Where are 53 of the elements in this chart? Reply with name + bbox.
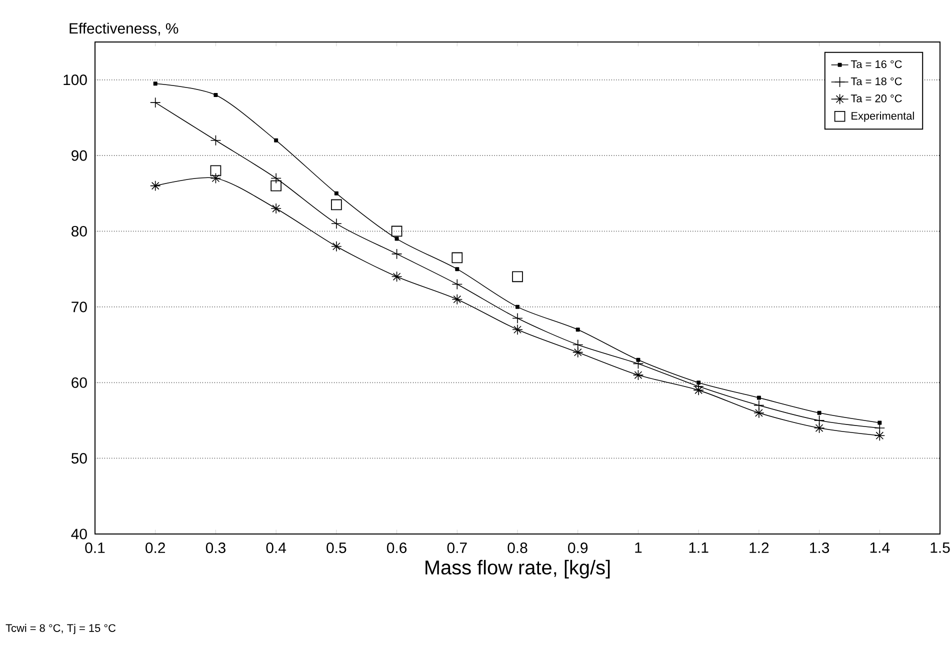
x-tick-label: 0.5 — [326, 542, 346, 554]
y-tick-label: 100 — [64, 74, 87, 86]
point — [153, 82, 158, 86]
y-tick-label: 90 — [72, 150, 87, 161]
x-tick-label: 1.5 — [930, 542, 950, 553]
point — [331, 240, 342, 252]
legend-label: Experimental — [852, 112, 914, 122]
x-tick-label: 0.7 — [447, 542, 467, 554]
x-tick-label: 0.9 — [568, 542, 588, 554]
point — [334, 191, 338, 196]
x-tick-label: 1.2 — [750, 542, 769, 553]
point — [452, 294, 463, 305]
point — [817, 410, 822, 415]
text: Tcwi = 8 °C, Tj = 15 °C — [6, 624, 116, 634]
x-tick-label: 0.8 — [508, 542, 528, 554]
point — [455, 267, 460, 272]
x-tick-label: 1.4 — [870, 542, 890, 553]
point — [150, 180, 161, 192]
point — [452, 252, 463, 264]
legend-label: Ta = 18 °C — [850, 77, 902, 86]
x-tick-label: 0.2 — [146, 542, 165, 554]
point — [391, 271, 402, 282]
point — [878, 420, 882, 425]
point — [210, 165, 222, 176]
point — [391, 226, 402, 237]
point — [210, 172, 222, 184]
point — [270, 203, 282, 214]
y-tick-label: 50 — [71, 453, 87, 464]
x-tick-label: 1.3 — [810, 542, 830, 554]
point — [512, 271, 523, 282]
point — [331, 199, 342, 210]
y-tick-label: 60 — [72, 377, 87, 388]
point — [274, 138, 278, 142]
point — [516, 304, 520, 309]
x-tick-label: 0.6 — [386, 542, 407, 554]
y-axis-title: Effectiveness, % — [70, 22, 178, 36]
y-tick-label: 80 — [72, 226, 87, 237]
point — [270, 180, 282, 192]
point — [214, 92, 218, 97]
x-tick-label: 0.3 — [206, 542, 226, 554]
point — [756, 396, 761, 400]
x-axis-title: Mass flow rate, [kg/s] — [426, 560, 610, 578]
legend-label: Ta = 16 °C — [850, 60, 902, 68]
y-tick-label: 70 — [72, 302, 87, 312]
x-tick-label: 0.4 — [266, 542, 286, 554]
legend-label: Ta = 20 °C — [850, 94, 902, 102]
x-tick-label: 1 — [635, 542, 642, 553]
y-tick-label: 40 — [71, 528, 87, 540]
point — [693, 384, 704, 396]
point — [394, 236, 399, 241]
point — [576, 328, 580, 332]
x-tick-label: 0.1 — [85, 542, 105, 554]
x-tick-label: 1.1 — [689, 542, 708, 553]
